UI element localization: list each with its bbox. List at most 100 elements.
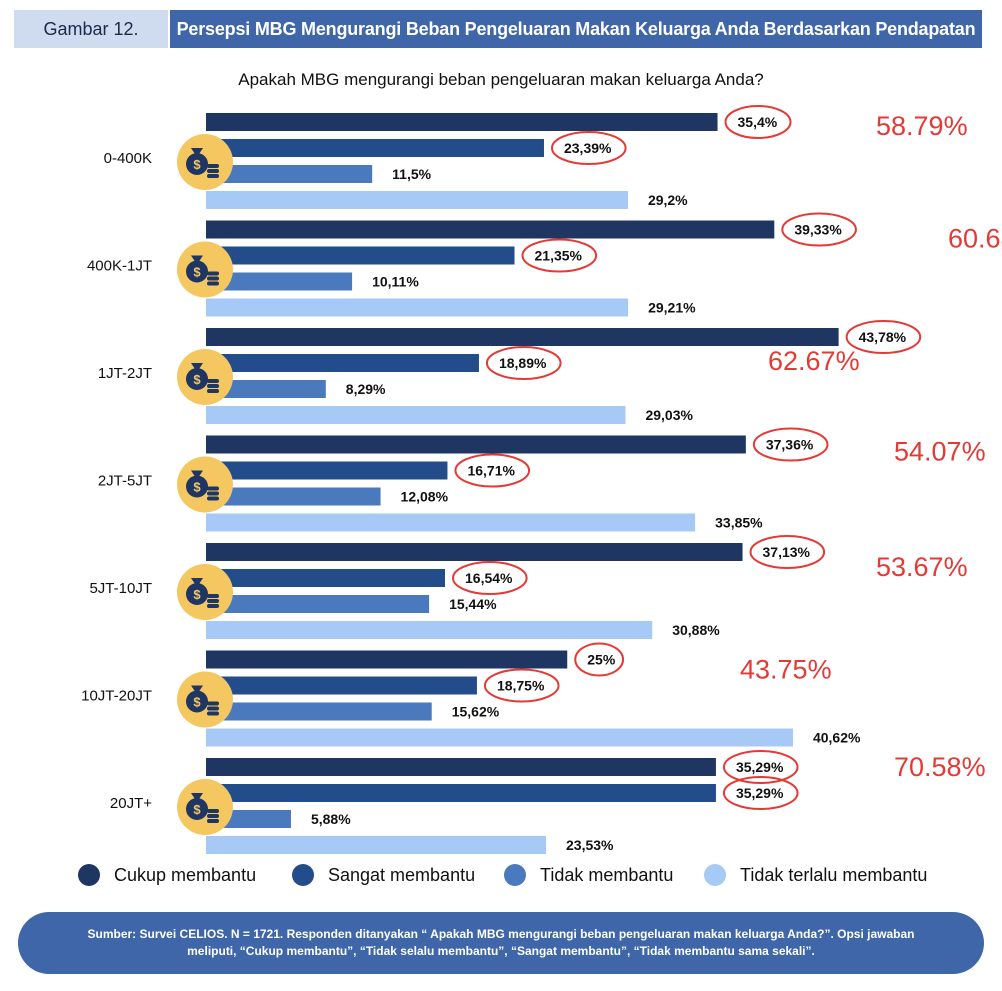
data-label: 8,29% xyxy=(346,381,386,397)
data-label: 11,5% xyxy=(392,166,431,182)
money-bag-icon xyxy=(186,583,208,605)
legend-label: Sangat membantu xyxy=(328,864,476,885)
data-label: 16,54% xyxy=(465,570,513,586)
annotation-circle xyxy=(454,453,531,488)
legend-item-tidak-terlalu: Tidak terlalu membantu xyxy=(704,864,927,886)
data-label: 25% xyxy=(587,652,616,668)
source-line-1: Sumber: Survei CELIOS. N = 1721. Respond… xyxy=(87,927,915,941)
coin-stack-icon xyxy=(207,814,219,818)
bar xyxy=(206,191,628,209)
bag-tie-icon xyxy=(191,578,203,584)
dollar-sign-icon: $ xyxy=(193,372,201,387)
data-label: 15,62% xyxy=(452,704,500,720)
bag-tie-icon xyxy=(191,685,203,692)
bar xyxy=(206,165,373,183)
bar xyxy=(206,702,432,721)
coin-stack-icon xyxy=(207,271,219,276)
annotation-circle xyxy=(749,535,826,569)
bar xyxy=(206,435,746,454)
money-bag-icon xyxy=(186,260,208,283)
dollar-sign-icon: $ xyxy=(193,480,201,495)
figure-tag: Gambar 12. xyxy=(14,10,168,48)
money-bag-icon xyxy=(186,690,208,713)
bar xyxy=(206,728,793,747)
coin-stack-icon xyxy=(207,706,219,711)
money-bag-icon xyxy=(186,368,208,390)
annotation-total: 43.75% xyxy=(740,655,832,685)
data-label: 35,4% xyxy=(738,114,778,130)
bar xyxy=(206,354,479,372)
dollar-sign-icon: $ xyxy=(193,802,201,817)
data-label: 23,39% xyxy=(564,140,612,156)
bag-tie-icon xyxy=(191,793,203,799)
coin-stack-icon xyxy=(207,174,219,178)
legend-swatch-sangat xyxy=(292,864,314,886)
bar xyxy=(206,220,775,239)
bar xyxy=(206,513,696,532)
bar xyxy=(206,758,716,776)
coin-stack-icon xyxy=(207,281,219,286)
coin-stack-icon xyxy=(207,594,219,598)
coin-stack-icon xyxy=(207,169,219,173)
legend-swatch-cukup xyxy=(78,864,100,886)
annotation-circle xyxy=(485,346,562,380)
category-label: 2JT-5JT xyxy=(98,473,152,490)
annotation-circle xyxy=(722,750,799,784)
bar xyxy=(206,406,626,424)
data-label: 29,2% xyxy=(648,192,688,208)
annotation-circle xyxy=(722,776,799,810)
category-label: 0-400K xyxy=(104,150,152,167)
annotation-circle xyxy=(452,561,528,595)
coin-stack-icon xyxy=(207,276,219,281)
annotation-circle xyxy=(752,427,829,462)
coin-stack-icon xyxy=(207,819,219,823)
legend-item-tidak: Tidak membantu xyxy=(504,864,673,886)
data-label: 29,21% xyxy=(648,300,696,316)
bar xyxy=(206,543,743,561)
category-label: 400K-1JT xyxy=(87,258,152,275)
bar xyxy=(206,113,718,131)
bar xyxy=(206,246,515,265)
coin-stack-icon xyxy=(207,491,219,496)
source-note: Sumber: Survei CELIOS. N = 1721. Respond… xyxy=(18,912,984,974)
category-label: 1JT-2JT xyxy=(98,365,152,382)
legend-label: Cukup membantu xyxy=(114,864,257,885)
data-label: 21,35% xyxy=(535,248,583,264)
legend-swatch-tidak-terlalu xyxy=(704,864,726,886)
annotation-circle xyxy=(574,642,625,677)
coin-stack-icon xyxy=(207,496,219,501)
money-bag-icon xyxy=(186,153,208,175)
bag-tie-icon xyxy=(191,255,203,262)
bar xyxy=(206,836,547,854)
annotation-total: 54.07% xyxy=(894,437,986,467)
data-label: 37,13% xyxy=(763,544,811,560)
bar xyxy=(206,595,430,613)
bar xyxy=(206,569,446,587)
annotation-circle xyxy=(521,238,598,273)
category-label: 5JT-10JT xyxy=(89,580,152,597)
annotation-total: 62.67% xyxy=(768,346,860,376)
legend-item-cukup: Cukup membantu xyxy=(78,864,256,886)
data-label: 10,11% xyxy=(372,274,419,290)
chart-question: Apakah MBG mengurangi beban pengeluaran … xyxy=(238,70,764,89)
bar xyxy=(206,272,353,291)
coin-stack-icon xyxy=(207,599,219,603)
bar xyxy=(206,139,544,157)
coin-stack-icon xyxy=(207,809,219,813)
annotation-total: 53.67% xyxy=(876,552,968,582)
category-label: 20JT+ xyxy=(110,795,152,812)
source-line-2: meliputi, “Cukup membantu”, “Tidak selal… xyxy=(187,944,815,958)
bag-tie-icon xyxy=(191,470,203,477)
dollar-sign-icon: $ xyxy=(193,695,201,710)
bar xyxy=(206,461,448,480)
bar xyxy=(206,650,568,669)
coin-stack-icon xyxy=(207,389,219,393)
data-label: 35,29% xyxy=(736,759,784,775)
coin-stack-icon xyxy=(207,604,219,608)
data-label: 43,78% xyxy=(859,329,907,345)
annotation-total: 70.58% xyxy=(894,752,986,782)
data-label: 40,62% xyxy=(813,730,861,746)
coin-stack-icon xyxy=(207,164,219,168)
bar xyxy=(206,621,653,639)
bar xyxy=(206,676,477,695)
